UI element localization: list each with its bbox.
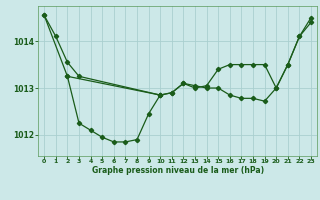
- X-axis label: Graphe pression niveau de la mer (hPa): Graphe pression niveau de la mer (hPa): [92, 166, 264, 175]
